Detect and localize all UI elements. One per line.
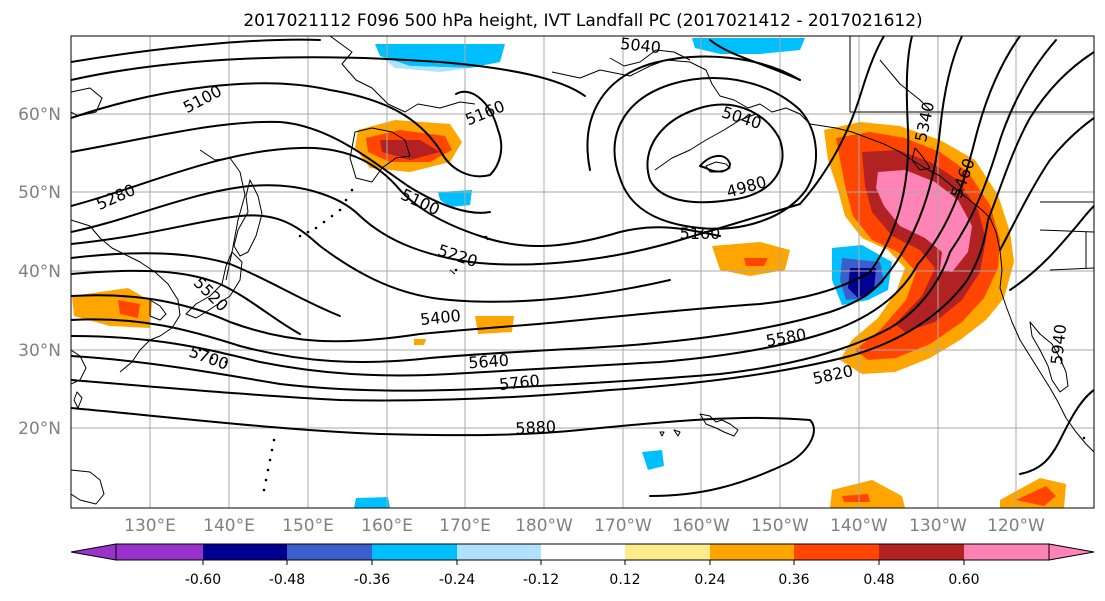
lat-label: 30°N — [18, 341, 61, 361]
contour-label: 5880 — [515, 417, 557, 438]
colorbar-tick-label: 0.36 — [778, 572, 809, 588]
colorbar-frame — [115, 543, 1050, 561]
lon-label: 120°W — [987, 516, 1045, 536]
colorbar-tick-label: -0.36 — [354, 572, 390, 588]
colorbar-swatch — [203, 544, 287, 560]
coastlines — [71, 36, 1094, 505]
colorbar-tick-label: -0.60 — [185, 572, 221, 588]
colorbar-tick-label: -0.48 — [269, 572, 305, 588]
colorbar-swatch — [879, 544, 964, 560]
colorbar-swatch — [964, 544, 1049, 560]
colorbar-tick-label: -0.24 — [439, 572, 475, 588]
height-contours — [71, 36, 1094, 497]
longitude-labels: 130°E 140°E 150°E 160°E 170°E 180°W 170°… — [124, 516, 1045, 536]
colorbar-ticks — [202, 560, 965, 565]
colorbar-swatch — [457, 544, 541, 560]
contour-label: 5940 — [1047, 323, 1070, 365]
lon-label: 160°E — [361, 516, 413, 536]
colorbar-swatch — [116, 544, 203, 560]
colorbar-tick-label: 0.12 — [609, 572, 640, 588]
contour-label: 5040 — [619, 34, 661, 57]
contour-label: 5400 — [419, 306, 461, 329]
colorbar-swatch — [710, 544, 794, 560]
lon-label: 130°E — [124, 516, 176, 536]
colorbar-tick-label: -0.12 — [523, 572, 559, 588]
lon-label: 150°W — [751, 516, 809, 536]
colorbar-swatch — [287, 544, 372, 560]
lon-label: 160°W — [672, 516, 730, 536]
lon-label: 180°W — [515, 516, 573, 536]
colorbar-swatch — [625, 544, 710, 560]
colorbar: -0.60 -0.48 -0.36 -0.24 -0.12 0.12 0.24 … — [70, 543, 1095, 588]
latitude-labels: 60°N 50°N 40°N 30°N 20°N — [18, 105, 61, 439]
lat-label: 50°N — [18, 183, 61, 203]
colorbar-tick-label: 0.60 — [948, 572, 979, 588]
colorbar-min-arrow — [70, 543, 117, 561]
lon-label: 130°W — [909, 516, 967, 536]
colorbar-tick-label: 0.24 — [694, 572, 725, 588]
colorbar-swatch — [372, 544, 457, 560]
contour-label: 5760 — [498, 371, 540, 394]
colorbar-tick-label: 0.48 — [863, 572, 894, 588]
map-frame — [70, 35, 1095, 509]
figure-title: 2017021112 F096 500 hPa height, IVT Land… — [243, 11, 922, 31]
colorbar-swatch — [794, 544, 879, 560]
contour-label: 5160 — [680, 224, 721, 243]
map-area: 5100 5160 5040 5040 5280 5100 4980 5160 … — [71, 34, 1094, 508]
lat-label: 20°N — [18, 419, 61, 439]
colorbar-swatch — [541, 544, 625, 560]
lon-label: 170°E — [439, 516, 491, 536]
lat-label: 60°N — [18, 105, 61, 125]
lon-label: 140°W — [830, 516, 888, 536]
lat-label: 40°N — [18, 262, 61, 282]
lon-label: 170°W — [594, 516, 652, 536]
contour-label: 5640 — [468, 351, 510, 373]
lon-label: 140°E — [203, 516, 255, 536]
colorbar-max-arrow — [1048, 543, 1095, 561]
lon-label: 150°E — [282, 516, 334, 536]
